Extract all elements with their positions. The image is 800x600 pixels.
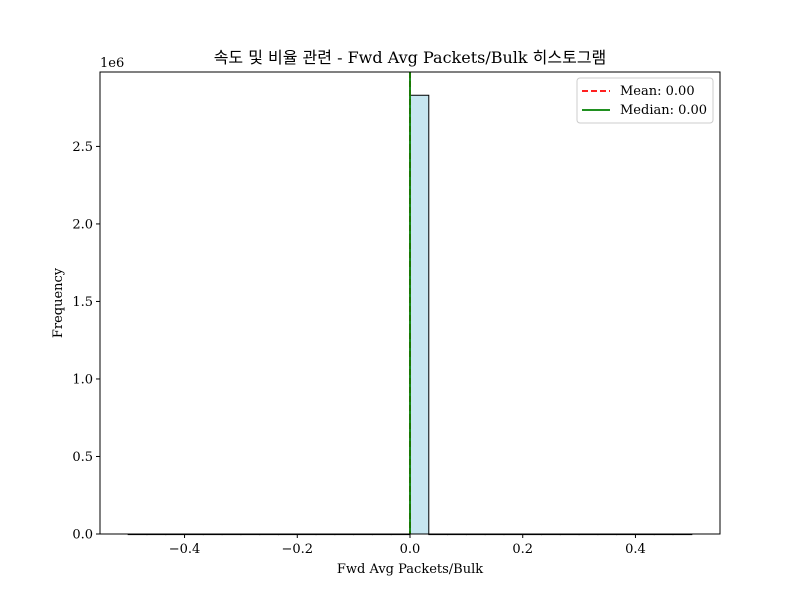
x-tick-label: −0.2 (281, 542, 313, 557)
x-tick-label: 0.0 (400, 542, 421, 557)
chart-title: 속도 및 비율 관련 - Fwd Avg Packets/Bulk 히스토그램 (214, 48, 607, 67)
y-axis-ticks: 0.0 0.5 1.0 1.5 2.0 2.5 (72, 140, 100, 543)
legend: Mean: 0.00 Median: 0.00 (576, 77, 714, 124)
legend-mean-label: Mean: 0.00 (620, 84, 695, 99)
y-tick-label: 1.0 (72, 372, 93, 387)
y-tick-label: 2.5 (72, 140, 93, 155)
x-tick-label: −0.4 (169, 542, 201, 557)
x-tick-label: 0.2 (512, 542, 533, 557)
histogram-bar (409, 94, 430, 535)
y-tick-label: 2.0 (72, 217, 93, 232)
x-axis-label: Fwd Avg Packets/Bulk (337, 562, 483, 577)
y-tick-label: 0.0 (72, 528, 93, 543)
y-offset-label: 1e6 (100, 56, 124, 71)
legend-box (576, 77, 714, 124)
x-axis-ticks: −0.4 −0.2 0.0 0.2 0.4 (169, 534, 646, 557)
y-axis-label: Frequency (51, 267, 66, 338)
legend-median-label: Median: 0.00 (620, 103, 707, 118)
y-tick-label: 1.5 (72, 295, 93, 310)
y-tick-label: 0.5 (72, 450, 93, 465)
x-tick-label: 0.4 (625, 542, 646, 557)
